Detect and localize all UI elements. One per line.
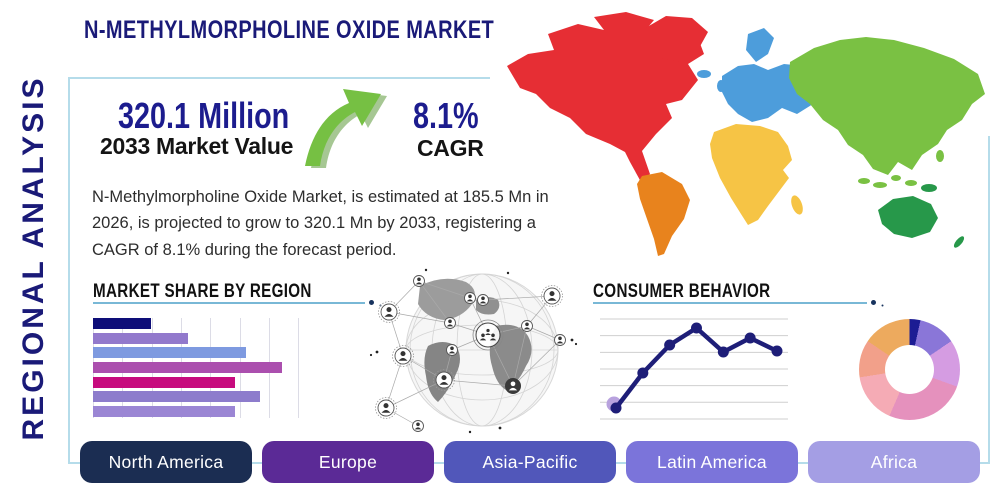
growth-arrow-icon — [303, 86, 397, 170]
regional-analysis-vertical-label: REGIONAL ANALYSIS — [17, 75, 50, 441]
map-papua — [921, 184, 937, 192]
market-share-heading: MARKET SHARE BY REGION — [93, 281, 312, 302]
region-button-asia-pacific[interactable]: Asia-Pacific — [444, 441, 616, 483]
map-island-2 — [873, 182, 887, 188]
page-title-text: N-METHYLMORPHOLINE OXIDE MARKET — [84, 16, 495, 44]
market-summary-text: N-Methylmorpholine Oxide Market, is esti… — [92, 188, 549, 259]
map-australia — [878, 196, 938, 238]
region-button-latin-america[interactable]: Latin America — [626, 441, 798, 483]
data-point — [664, 339, 676, 351]
map-south-america — [637, 172, 690, 256]
bar — [93, 347, 246, 359]
data-point — [771, 345, 783, 357]
donut-hole — [885, 345, 934, 394]
world-map — [492, 4, 998, 271]
map-asia — [789, 37, 985, 175]
consumer-behavior-heading-underline — [593, 300, 876, 305]
map-africa — [710, 124, 792, 225]
consumer-donut-chart — [859, 319, 960, 420]
data-point — [637, 367, 649, 379]
data-point — [717, 346, 729, 358]
frame-border-top — [68, 77, 490, 79]
page-title: N-METHYLMORPHOLINE OXIDE MARKET — [84, 16, 597, 45]
bar-gridline — [298, 318, 300, 418]
map-island-1 — [858, 178, 870, 184]
region-button-north-america[interactable]: North America — [80, 441, 252, 483]
market-value-caption: 2033 Market Value — [100, 133, 294, 159]
frame-border-right — [988, 136, 990, 464]
region-button-africa[interactable]: Africa — [808, 441, 980, 483]
cagr-stat: 8.1% — [413, 95, 479, 136]
bar — [93, 361, 283, 373]
frame-border-left — [68, 77, 70, 464]
map-scandinavia — [746, 28, 774, 62]
market-share-heading-underline — [93, 300, 374, 305]
consumer-behavior-heading: CONSUMER BEHAVIOR — [593, 281, 771, 302]
global-network-graphic — [368, 266, 580, 443]
map-greenland — [642, 16, 708, 62]
bar — [93, 332, 188, 344]
cagr-caption: CAGR — [417, 135, 484, 161]
bar — [93, 318, 152, 329]
market-value-stat: 320.1 Million — [118, 95, 290, 136]
map-new-zealand — [953, 236, 965, 248]
map-island-4 — [905, 180, 917, 186]
map-iceland — [697, 70, 711, 78]
region-button-europe[interactable]: Europe — [262, 441, 434, 483]
map-madagascar — [791, 195, 803, 215]
map-north-america — [507, 12, 704, 182]
market-share-bar-chart — [93, 318, 371, 418]
map-philippines — [936, 150, 944, 162]
data-point — [610, 402, 622, 414]
bar — [93, 376, 235, 388]
bar — [93, 391, 260, 403]
map-japan — [959, 95, 969, 113]
data-point — [744, 332, 756, 344]
region-button-row: North America Europe Asia-Pacific Latin Ame… — [80, 441, 980, 483]
data-point — [690, 322, 702, 334]
map-island-3 — [891, 175, 901, 181]
consumer-behavior-line-chart — [600, 318, 788, 420]
network-node-cluster — [375, 275, 566, 432]
bar — [93, 405, 235, 417]
